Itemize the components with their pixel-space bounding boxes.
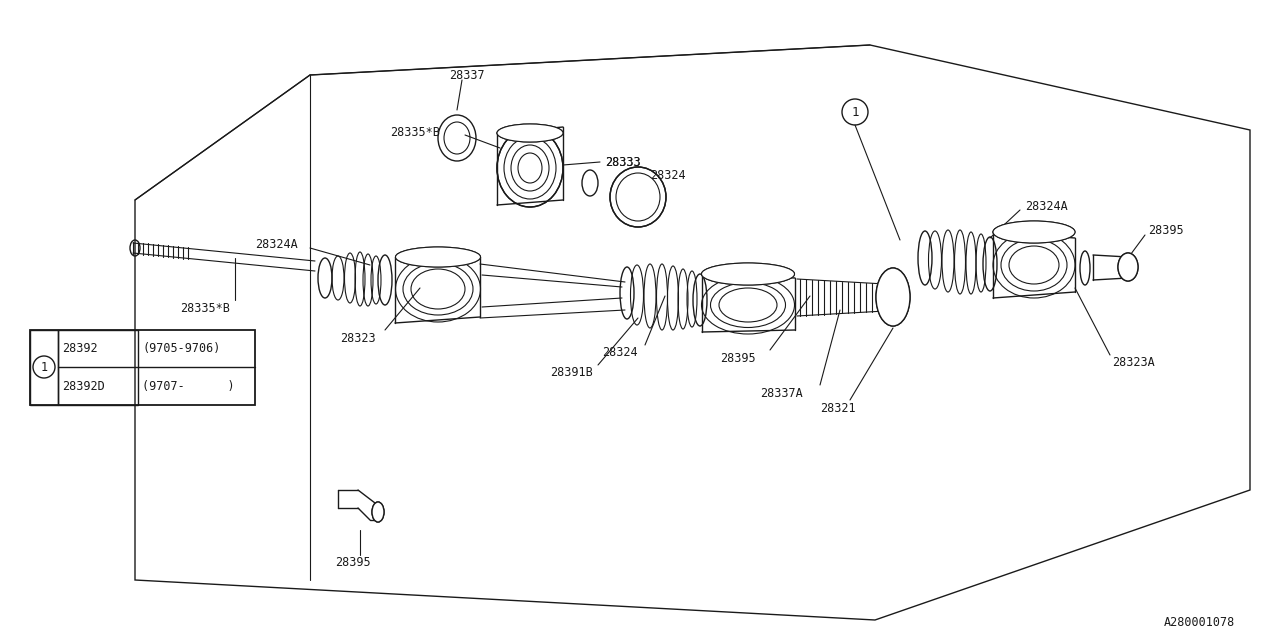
Bar	[58, 330, 138, 405]
Text: 28337: 28337	[449, 68, 485, 81]
Ellipse shape	[497, 129, 563, 207]
Text: 28335*B: 28335*B	[390, 125, 440, 138]
Ellipse shape	[1117, 253, 1138, 281]
Text: 28333: 28333	[605, 156, 640, 168]
Text: A280001078: A280001078	[1164, 616, 1235, 628]
Text: 28395: 28395	[1148, 223, 1184, 237]
Ellipse shape	[396, 256, 480, 322]
Text: 28324A: 28324A	[255, 237, 298, 250]
Text: (9707-      ): (9707- )	[142, 380, 234, 393]
Text: 28324: 28324	[650, 168, 686, 182]
Ellipse shape	[876, 268, 910, 326]
Text: 28391B: 28391B	[550, 365, 593, 378]
Text: (9705-9706): (9705-9706)	[142, 342, 220, 355]
Text: 28333: 28333	[605, 156, 640, 168]
Text: 28335*B: 28335*B	[180, 301, 230, 314]
Ellipse shape	[396, 247, 480, 267]
Ellipse shape	[497, 124, 563, 142]
Ellipse shape	[372, 502, 384, 522]
Ellipse shape	[701, 263, 795, 285]
Text: 28392: 28392	[61, 342, 97, 355]
Text: 28323A: 28323A	[1112, 355, 1155, 369]
Text: 28324A: 28324A	[1025, 200, 1068, 212]
Text: 28395: 28395	[335, 556, 371, 568]
Text: 28395: 28395	[721, 351, 755, 365]
Ellipse shape	[611, 167, 666, 227]
Bar	[29, 330, 255, 405]
Text: 28323: 28323	[340, 332, 375, 344]
Ellipse shape	[993, 232, 1075, 298]
Text: 1: 1	[851, 106, 859, 118]
Text: 28392D: 28392D	[61, 380, 105, 393]
Ellipse shape	[701, 276, 795, 334]
Ellipse shape	[993, 221, 1075, 243]
Text: 28337A: 28337A	[760, 387, 803, 399]
Text: 28324: 28324	[602, 346, 637, 358]
Bar	[29, 330, 58, 405]
Text: 1: 1	[41, 360, 47, 374]
Text: 28321: 28321	[820, 401, 855, 415]
